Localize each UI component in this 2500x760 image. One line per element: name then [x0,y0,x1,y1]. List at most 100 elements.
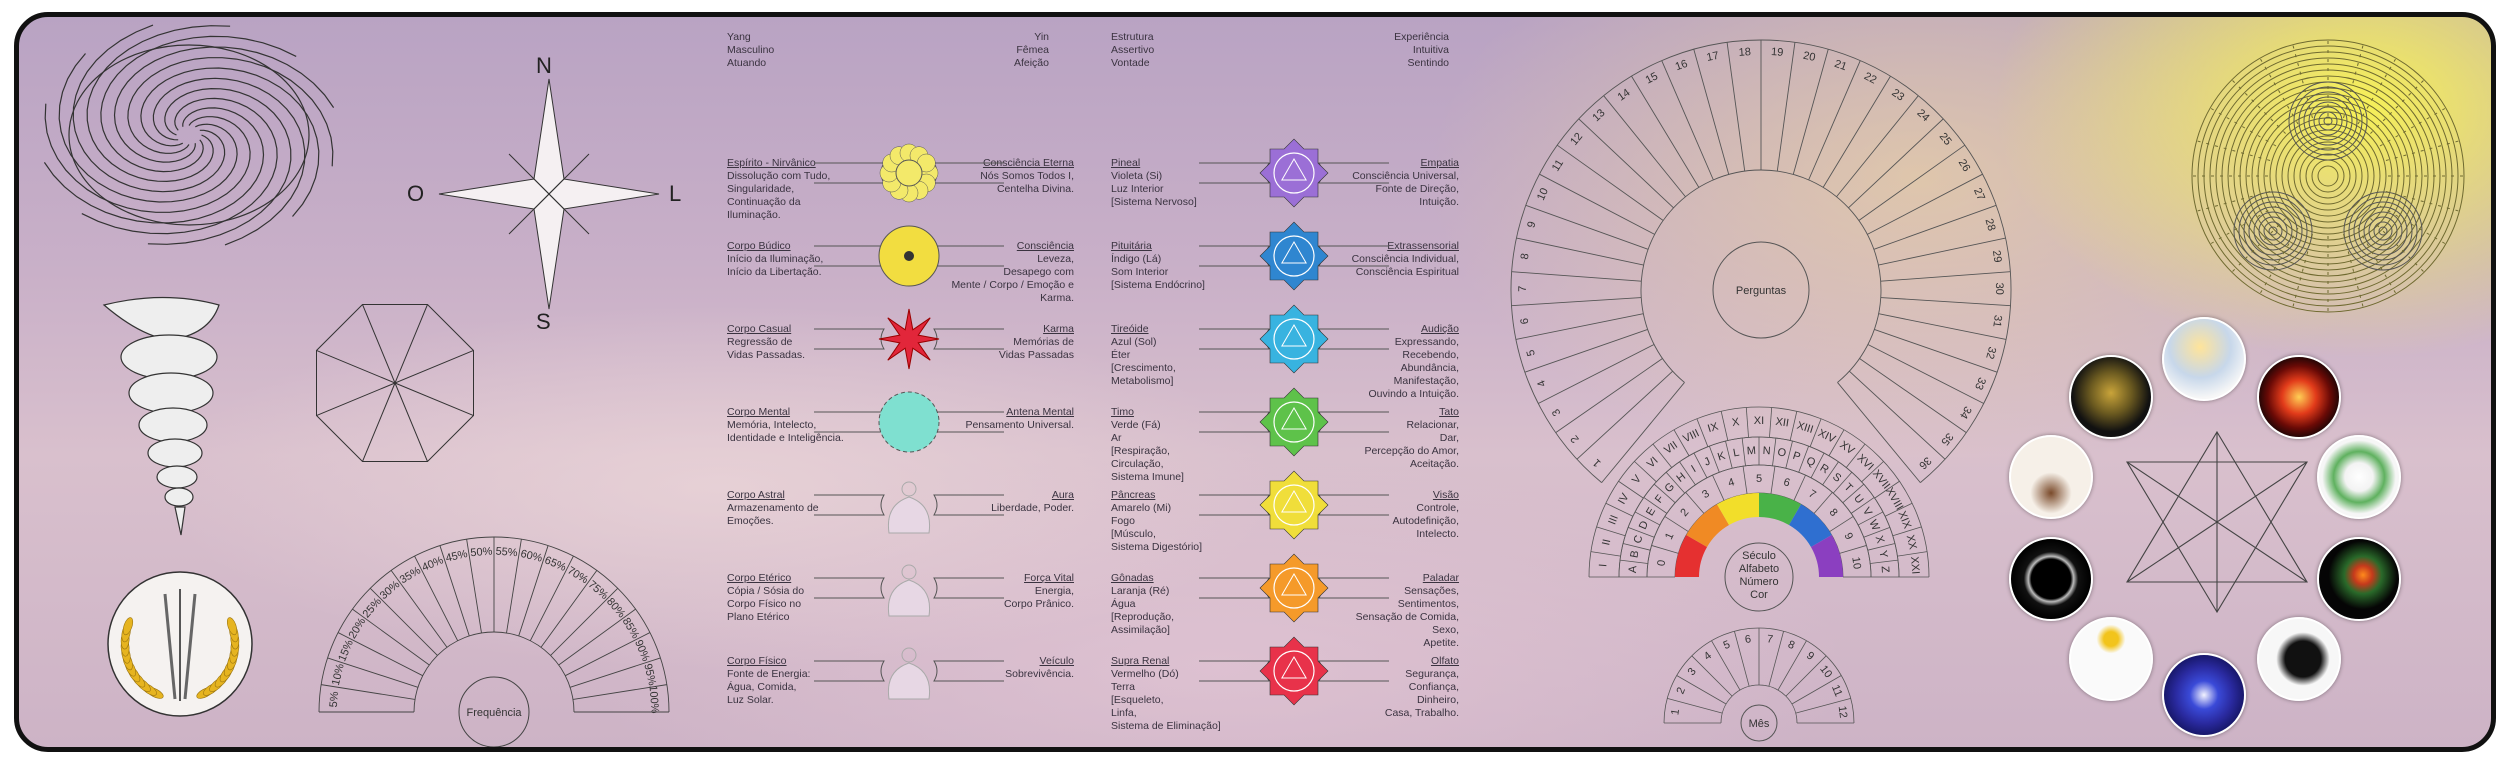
dial-tick: 7 [1766,633,1774,646]
chakra-right-body: Sensações, Sentimentos, Sensação de Comi… [1355,585,1459,649]
dial-tick: B [1628,550,1641,559]
dial-tick: 15% [336,638,356,663]
chakra-right-body: Consciência Individual, Consciência Espi… [1351,253,1459,278]
chakra-left-title: Tireóide [1111,323,1149,335]
body-right-4: Aura Liberdade, Poder. [934,489,1074,515]
dial-tick: 34 [1957,404,1974,421]
chakra-left-0: Pineal Violeta (Si) Luz Interior [Sistema… [1111,157,1236,209]
body-right-title: Karma [1043,323,1074,335]
chakra-icon-0 [1199,138,1389,208]
dial-tick: 14 [1616,87,1633,104]
rainbow-segment [1759,493,1801,526]
dial-tick: 31 [1990,314,2003,328]
body-left-body: Início da Iluminação, Início da Libertaç… [727,253,824,278]
dial-tick: 5 [1722,639,1732,652]
dial-tick: 3 [1550,407,1563,418]
archer-image-icon [2257,617,2341,701]
dial-tick: N [1762,445,1771,457]
dial-tick: 55% [495,546,518,560]
dial-tick: Z [1879,566,1891,574]
chakra-left-1: Pituitária Índigo (Lá) Som Interior [Sist… [1111,240,1236,292]
dial-tick: XXI [1908,556,1921,575]
dial-tick: 5 [1756,473,1762,485]
dial-tick: 33 [1972,375,1988,391]
dial-tick: W [1866,518,1881,533]
dial-tick: 21 [1833,58,1849,73]
head-yang: Yang Masculino Atuando [727,31,775,69]
chakra-icon-5 [1199,553,1389,623]
dial-tick: XVI [1855,452,1876,473]
body-left-title: Espírito - Nirvânico [727,157,816,169]
dial-tick: 1 [1663,531,1676,542]
dial-tick: 10% [330,662,347,686]
fire-flower-image-icon [2257,355,2341,439]
chakra-right-title: Tato [1439,406,1459,418]
dial-tick: 35 [1938,430,1955,447]
chakra-left-body: Violeta (Si) Luz Interior [Sistema Nervo… [1111,170,1197,208]
dial-tick: 30 [1993,283,2005,295]
chakra-right-title: Paladar [1422,572,1459,584]
head-estrutura: Estrutura Assertivo Vontade [1111,31,1155,69]
chakra-right-title: Visão [1432,489,1459,501]
dial-tick: 6 [1744,633,1752,646]
dial-tick: 30% [378,578,403,602]
compass-west: O [407,181,425,206]
dial-tick: O [1776,446,1787,459]
chakra-right-body: Expressando, Recebendo, Abundância, Mani… [1368,336,1459,400]
frequencia-label: Frequência [466,707,522,719]
body-right-title: Aura [1051,489,1074,501]
chakra-left-title: Supra Renal [1111,655,1170,667]
body-left-title: Corpo Astral [727,489,785,501]
compass-star-icon [438,78,660,310]
chakra-left-2: Tireóide Azul (Sol) Éter [Crescimento, Me… [1111,323,1236,388]
dial-tick: 12 [1568,131,1585,148]
dial-tick: 11 [1550,158,1566,174]
chakra-right-4: Visão Controle, Autodefinição, Intelecto. [1319,489,1459,541]
octagon-icon [316,304,474,462]
dial-tick: 9 [1841,531,1854,542]
green-leaves-image-icon [2317,435,2401,519]
spiral-icon [43,24,335,246]
head-experiencia: Experiência Intuitiva Sentindo [1394,31,1449,69]
dial-tick: XX [1904,534,1919,552]
body-left-title: Corpo Físico [727,655,787,667]
body-right-body: Pensamento Universal. [965,419,1074,431]
dial-tick: 32 [1983,345,1998,360]
dial-tick: XII [1775,416,1790,430]
laurel-medallion-icon [107,571,253,717]
dial-tick: 4 [1535,378,1548,388]
chakra-left-title: Pineal [1111,157,1141,169]
head-yin: Yin Fêmea Afeição [1013,31,1049,69]
dial-tick: 11 [1829,683,1844,698]
dial-tick: 16 [1674,58,1690,73]
dial-tick: 12 [1836,705,1849,719]
dial-tick: 20 [1802,50,1816,64]
chakra-left-body: Azul (Sol) Éter [Crescimento, Metabolism… [1111,336,1176,387]
chakra-core [1273,318,1315,360]
dial-tick: T [1842,481,1855,494]
frequencia-dial[interactable]: 5% 10%15%20%25%30%35%40% 45% 50% 55% 60% 65%70… [304,517,684,747]
dial-tick: 27 [1971,186,1987,202]
bird-of-paradise-image-icon [2317,537,2401,621]
dial-tick: 10 [1535,186,1551,202]
body-right-body: Leveza, Desapego com Mente / Corpo / Emo… [951,253,1074,304]
body-icon-1 [814,225,1004,287]
dial-tick: 2 [1678,507,1691,519]
dial-tick: H [1674,471,1688,485]
body-right-body: Memórias de Vidas Passadas [998,336,1074,361]
dial-tick: 40% [420,554,445,574]
dial-tick: 4 [1702,650,1714,663]
dial-tick: 24 [1915,107,1932,124]
chakra-right-title: Audição [1421,323,1459,335]
dial-tick: XI [1754,415,1764,427]
dial-tick: 15 [1644,70,1660,86]
body-right-title: Força Vital [1024,572,1074,584]
dial-tick: 5% [328,691,341,708]
dial-tick: 80% [604,596,628,621]
body-left-title: Corpo Etérico [727,572,792,584]
body-left-6: Corpo Físico Fonte de Energia: Água, Comi… [727,655,852,707]
chakra-left-body: Vermelho (Dó) Terra [Esqueleto, Linfa, S… [1111,668,1221,732]
